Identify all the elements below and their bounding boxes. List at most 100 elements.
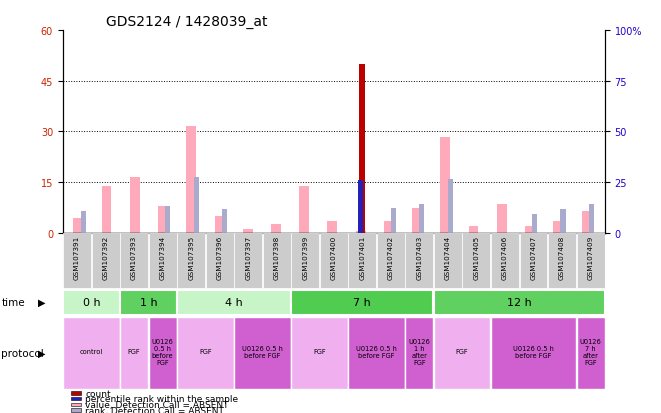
Text: control: control	[80, 349, 103, 355]
Text: 4 h: 4 h	[225, 297, 243, 307]
Text: GSM107395: GSM107395	[188, 235, 194, 279]
Text: ▶: ▶	[38, 297, 46, 308]
Bar	[63, 290, 120, 315]
Bar	[358, 181, 363, 233]
Bar	[576, 318, 605, 389]
Bar	[194, 178, 198, 233]
Text: protocol: protocol	[1, 348, 44, 358]
Bar	[359, 65, 365, 233]
Bar	[234, 234, 262, 289]
Bar	[292, 290, 434, 315]
Bar	[491, 318, 576, 389]
Bar	[120, 318, 148, 389]
Bar	[469, 227, 479, 233]
Text: FGF: FGF	[128, 349, 140, 355]
Text: U0126 0.5 h
before FGF: U0126 0.5 h before FGF	[513, 345, 554, 358]
Bar	[263, 234, 291, 289]
Text: 12 h: 12 h	[507, 297, 531, 307]
Bar	[434, 290, 605, 315]
Text: GSM107408: GSM107408	[559, 235, 565, 279]
Text: GSM107397: GSM107397	[245, 235, 251, 279]
Bar	[177, 318, 234, 389]
Bar	[348, 234, 376, 289]
Text: GSM107403: GSM107403	[416, 235, 422, 279]
Bar	[548, 234, 576, 289]
Text: GSM107393: GSM107393	[131, 235, 137, 279]
Bar	[71, 397, 81, 401]
Bar	[491, 234, 519, 289]
Text: U0126
0.5 h
before
FGF: U0126 0.5 h before FGF	[152, 338, 174, 365]
Bar	[589, 205, 594, 233]
Bar	[149, 234, 176, 289]
Bar	[177, 234, 205, 289]
Bar	[63, 318, 120, 389]
Text: GSM107404: GSM107404	[445, 235, 451, 279]
Text: FGF: FGF	[313, 349, 326, 355]
Text: GSM107394: GSM107394	[160, 235, 166, 279]
Bar	[221, 210, 227, 233]
Bar	[165, 206, 171, 233]
Bar	[463, 234, 490, 289]
Text: time: time	[1, 297, 25, 308]
Bar	[553, 221, 563, 233]
Text: GSM107396: GSM107396	[217, 235, 223, 279]
Bar	[177, 290, 291, 315]
Bar	[525, 227, 535, 233]
Text: GSM107407: GSM107407	[531, 235, 537, 279]
Bar	[120, 290, 176, 315]
Bar	[419, 205, 424, 233]
Bar	[434, 318, 490, 389]
Text: ▶: ▶	[38, 348, 46, 358]
Bar	[356, 232, 366, 233]
Text: GSM107405: GSM107405	[473, 235, 479, 279]
Bar	[405, 318, 434, 389]
Text: 7 h: 7 h	[354, 297, 371, 307]
Bar	[391, 208, 396, 233]
Text: GSM107391: GSM107391	[74, 235, 80, 279]
Text: 0 h: 0 h	[83, 297, 100, 307]
Bar	[243, 229, 253, 233]
Bar	[130, 178, 139, 233]
Text: FGF: FGF	[456, 349, 469, 355]
Bar	[320, 234, 348, 289]
Bar	[215, 216, 225, 233]
Text: GDS2124 / 1428039_at: GDS2124 / 1428039_at	[106, 14, 268, 28]
Text: FGF: FGF	[199, 349, 212, 355]
Bar	[520, 234, 547, 289]
Bar	[299, 186, 309, 233]
Bar	[73, 218, 83, 233]
Bar	[327, 221, 337, 233]
Bar	[582, 211, 592, 233]
Text: U0126 0.5 h
before FGF: U0126 0.5 h before FGF	[242, 345, 283, 358]
Text: U0126 0.5 h
before FGF: U0126 0.5 h before FGF	[356, 345, 397, 358]
Bar	[576, 234, 605, 289]
Bar	[102, 186, 112, 233]
Bar	[81, 211, 86, 233]
Bar	[440, 137, 450, 233]
Bar	[384, 221, 394, 233]
Bar	[71, 392, 81, 395]
Text: GSM107401: GSM107401	[360, 235, 366, 279]
Text: GSM107398: GSM107398	[274, 235, 280, 279]
Bar	[412, 208, 422, 233]
Text: percentile rank within the sample: percentile rank within the sample	[85, 394, 239, 403]
Bar	[434, 234, 462, 289]
Bar	[292, 318, 348, 389]
Bar	[271, 225, 281, 233]
Bar	[92, 234, 120, 289]
Bar	[348, 318, 405, 389]
Text: count: count	[85, 389, 111, 398]
Bar	[120, 234, 148, 289]
Bar	[532, 215, 537, 233]
Text: GSM107409: GSM107409	[588, 235, 594, 279]
Text: GSM107400: GSM107400	[330, 235, 337, 279]
Bar	[63, 234, 91, 289]
Text: GSM107402: GSM107402	[388, 235, 394, 279]
Text: GSM107392: GSM107392	[102, 235, 108, 279]
Bar	[71, 403, 81, 406]
Text: GSM107406: GSM107406	[502, 235, 508, 279]
Bar	[405, 234, 434, 289]
Text: U0126
7 h
after
FGF: U0126 7 h after FGF	[580, 338, 602, 365]
Bar	[149, 318, 176, 389]
Text: U0126
1 h
after
FGF: U0126 1 h after FGF	[408, 338, 430, 365]
